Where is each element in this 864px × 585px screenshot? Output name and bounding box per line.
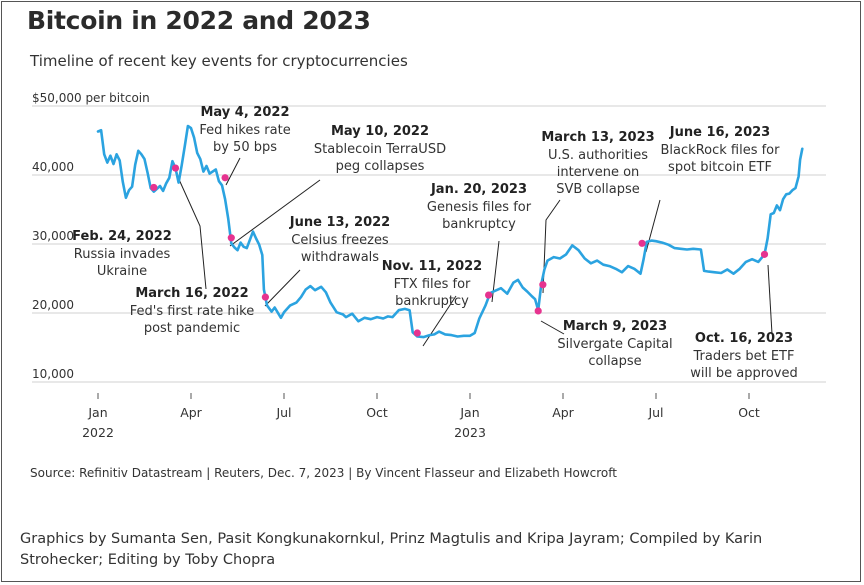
x-tick-label: Apr	[180, 405, 202, 420]
source-note: Source: Refinitiv Datastream | Reuters, …	[30, 466, 617, 480]
annotation-date: June 13, 2022	[289, 215, 390, 230]
annotation-text: Silvergate Capital	[557, 337, 672, 352]
annotation-text: Stablecoin TerraUSD	[314, 142, 446, 157]
annotation-leader	[767, 264, 773, 335]
credits-note: Graphics by Sumanta Sen, Pasit Kongkunak…	[20, 531, 763, 568]
annotation-text: post pandemic	[144, 321, 240, 336]
annotation-leader	[540, 320, 565, 335]
event-marker	[150, 183, 158, 192]
annotation-text: bankruptcy	[442, 217, 516, 232]
event-marker	[539, 281, 547, 289]
annotation-text: will be approved	[690, 366, 797, 381]
event-marker	[413, 329, 421, 337]
annotation-date: March 16, 2022	[135, 286, 248, 301]
event-marker	[534, 307, 542, 315]
annotation-date: Feb. 24, 2022	[72, 229, 172, 244]
annotation-text: Traders bet ETF	[693, 349, 795, 364]
annotation-date: May 4, 2022	[200, 105, 289, 120]
annotation-text: Fed's first rate hike	[130, 304, 254, 319]
annotation-leader	[229, 179, 321, 247]
annotation-date: Jan. 20, 2023	[430, 182, 527, 197]
annotation-leader	[645, 199, 661, 253]
annotation-text: Celsius freezes	[291, 233, 389, 248]
x-tick-year: 2022	[82, 425, 114, 440]
annotation-text: Ukraine	[97, 264, 147, 279]
annotation-date: March 9, 2023	[563, 319, 667, 334]
annotation-text: by 50 bps	[213, 140, 277, 155]
x-tick-label: Apr	[552, 405, 574, 420]
x-tick-label: Oct	[738, 405, 760, 420]
annotation-text: SVB collapse	[556, 182, 640, 197]
annotation-text: BlackRock files for	[661, 143, 781, 158]
x-tick-label: Jul	[275, 405, 291, 420]
event-marker	[485, 291, 493, 299]
x-tick-label: Jan	[87, 405, 107, 420]
annotation-date: Nov. 11, 2022	[382, 259, 482, 274]
y-tick-label: $50,000 per bitcoin	[32, 91, 150, 105]
annotation-date: March 13, 2023	[541, 130, 654, 145]
event-marker	[638, 239, 646, 247]
annotation-text: collapse	[588, 354, 641, 369]
y-tick-label: 30,000	[32, 229, 74, 243]
annotation-leader	[542, 199, 561, 294]
y-tick-label: 10,000	[32, 367, 74, 381]
annotation-text: withdrawals	[301, 250, 379, 265]
annotation-leader	[176, 174, 207, 290]
annotation-leader	[225, 157, 241, 186]
annotation-text: U.S. authorities	[548, 148, 648, 163]
event-marker	[227, 234, 235, 242]
annotation-text: bankruptcy	[395, 294, 469, 309]
annotation-text: intervene on	[557, 165, 640, 180]
bitcoin-price-line	[96, 124, 804, 339]
event-marker	[221, 174, 229, 182]
annotation-text: FTX files for	[394, 277, 471, 292]
annotation-date: June 16, 2023	[669, 125, 770, 140]
event-marker	[760, 250, 769, 258]
chart-title: Bitcoin in 2022 and 2023	[27, 6, 371, 35]
annotation-leader	[264, 269, 301, 307]
y-tick-label: 40,000	[32, 160, 74, 174]
annotation-date: May 10, 2022	[331, 124, 429, 139]
annotation-text: peg collapses	[336, 159, 425, 174]
event-marker	[171, 164, 180, 172]
chart-subtitle: Timeline of recent key events for crypto…	[30, 52, 408, 70]
x-tick-year: 2023	[454, 425, 486, 440]
annotation-date: Oct. 16, 2023	[695, 331, 793, 346]
event-marker	[261, 293, 269, 301]
y-tick-label: 20,000	[32, 298, 74, 312]
annotation-text: spot bitcoin ETF	[668, 160, 772, 175]
x-tick-label: Jul	[647, 405, 663, 420]
annotation-leader	[422, 295, 457, 347]
x-tick-label: Jan	[459, 405, 479, 420]
annotation-text: Russia invades	[74, 247, 171, 262]
x-tick-label: Oct	[366, 405, 388, 420]
annotation-text: Fed hikes rate	[199, 123, 290, 138]
annotation-text: Genesis files for	[427, 200, 532, 215]
